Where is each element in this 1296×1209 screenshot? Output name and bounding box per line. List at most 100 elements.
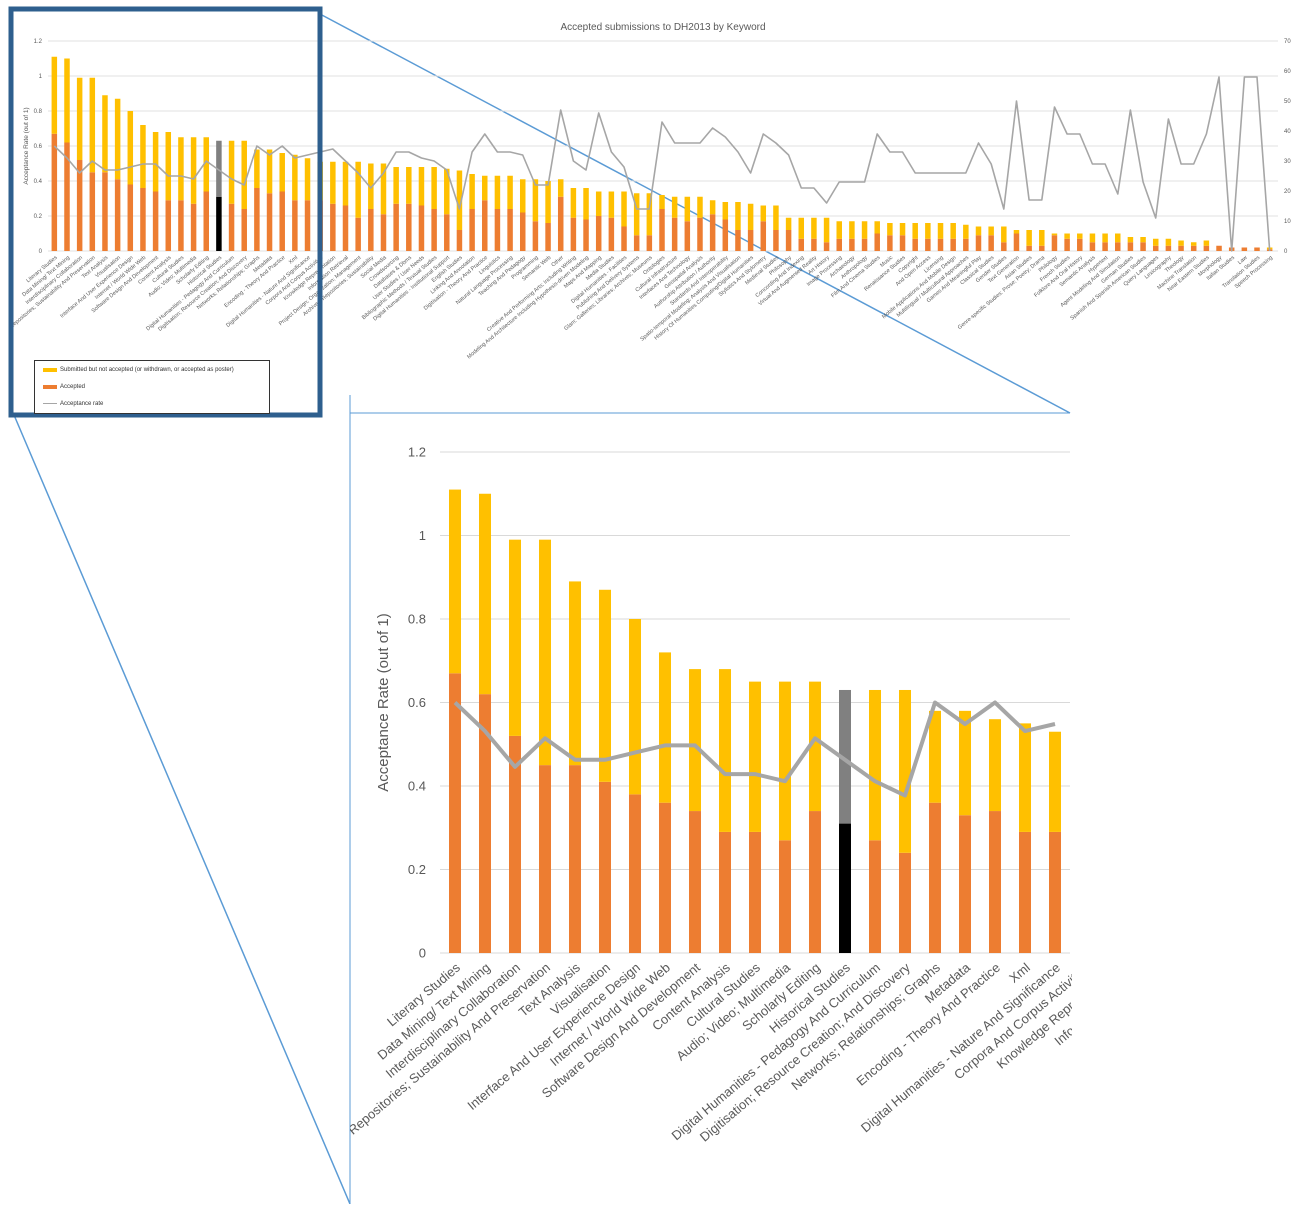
y-tick-label: 1	[419, 528, 426, 543]
bar-accepted-renaissance-studies	[899, 235, 906, 251]
bar-accepted-internet-world-wide-web	[659, 802, 671, 953]
y-tick-label: 0	[39, 249, 43, 255]
bar-submitted-digital-humanities-nature-and-significance	[304, 158, 311, 201]
bar-accepted-semantic-analysis	[1089, 242, 1096, 251]
bar-submitted-modeling-and-architecture-including-hypothesis-driven-modeling	[583, 188, 589, 220]
bar-accepted-repositories-sustainability-and-preservation	[539, 765, 551, 953]
bar-accepted-other	[557, 196, 564, 251]
bar-accepted-networks-relationships-graphs	[254, 188, 260, 251]
bar-accepted-natural-language-processing	[507, 209, 513, 251]
bar-accepted-repositories-sustainability-and-preservation	[89, 172, 96, 251]
bar-accepted-scholarly-editing	[809, 811, 821, 953]
y-axis-title: Acceptance Rate (out of 1)	[23, 107, 30, 184]
bar-submitted-cultural-studies	[749, 681, 761, 832]
bar-accepted-morphology	[1216, 245, 1222, 251]
bar-accepted-games-and-meaningful-play	[975, 235, 982, 251]
bar-submitted-other	[557, 179, 564, 197]
bar-submitted-linking-and-annotation	[469, 174, 475, 209]
bar-accepted-social-media	[380, 214, 387, 251]
legend-item-accepted: Accepted	[35, 378, 269, 395]
bar-accepted-media-studies	[608, 217, 615, 251]
bar-submitted-natural-language-processing	[507, 175, 513, 209]
bar-submitted-repositories-sustainability-and-preservation	[89, 77, 96, 173]
bar-accepted-encoding-theory-and-practice	[989, 811, 1001, 953]
y2-tick-label: 50	[1284, 99, 1291, 105]
legend-item-rate: Acceptance rate	[35, 395, 269, 412]
bar-accepted-digital-humanities-nature-and-significance	[304, 200, 311, 251]
bar-accepted-content-analysis	[719, 831, 731, 953]
bar-accepted-digitisation-resource-creation-and-discovery	[241, 209, 247, 251]
bar-accepted-interfaces-and-technology	[684, 221, 691, 251]
legend-swatch-submitted	[43, 367, 57, 372]
bar-accepted-text-analysis	[569, 765, 581, 953]
bar-accepted-virtual-and-augmented-reality	[811, 238, 817, 251]
bar-submitted-philosophy	[785, 217, 792, 230]
bar-accepted-lexicography	[1165, 245, 1172, 251]
bar-accepted-query-languages	[1152, 245, 1159, 251]
bar-accepted-near-eastern-studies	[1203, 245, 1210, 251]
bar-submitted-mobile-applications-and-mobile-design	[950, 223, 956, 239]
bar-submitted-archives-repositories-sustainability	[368, 163, 374, 209]
y2-tick-label: 60	[1284, 69, 1291, 75]
bar-accepted-gender-studies	[1001, 242, 1007, 251]
y-tick-label: 1.2	[34, 39, 43, 45]
bar-submitted-repositories-sustainability-and-preservation	[539, 539, 551, 766]
bar-accepted-literary-studies	[449, 673, 461, 953]
bar-submitted-interdisciplinary-collaboration	[76, 77, 83, 160]
bar-submitted-crowdsourcing	[393, 167, 399, 204]
bar-submitted-spatio-temporal-modeling-analysis-and-visualisation	[735, 202, 741, 230]
bar-submitted-anthropology	[861, 221, 868, 239]
bar-submitted-query-languages	[1152, 238, 1159, 246]
bar-accepted-ontologies	[659, 209, 665, 251]
bar-accepted-information-retrieval	[342, 205, 349, 251]
overview-chart: 0 0.2 0.4 0.6 0.8 1 1.2 0 10 20 30 40 50 60 70 Acceptan…	[9, 39, 1291, 360]
bar-submitted-text-analysis	[569, 581, 581, 766]
bar-submitted-stylistics-and-stylometry	[760, 205, 767, 222]
bar-accepted-user-studies-user-needs	[418, 205, 425, 251]
y2-tick-label: 20	[1284, 189, 1291, 195]
bar-submitted-film-and-cinema-studies	[874, 221, 880, 234]
bar-accepted-audio-video-multimedia	[190, 203, 197, 251]
bar-submitted-and-open-access	[925, 223, 931, 239]
bar-submitted-virtual-and-augmented-reality	[811, 217, 817, 239]
bar-submitted-digitisation-resource-creation-and-discovery	[241, 140, 247, 209]
bar-submitted-lexicography	[1165, 238, 1172, 246]
bar-submitted-renaissance-studies	[899, 223, 906, 236]
bar-submitted-knowledge-representation	[330, 161, 336, 204]
bar-submitted-copyright	[912, 223, 918, 239]
bar-accepted-archives-repositories-sustainability	[368, 209, 374, 251]
bar-submitted-text-generation	[1013, 230, 1020, 234]
bar-accepted-copyright	[912, 238, 918, 251]
bar-accepted-genre-specific-studies-prose-poetry-drama	[1039, 245, 1045, 251]
bar-submitted-interface-and-user-experience-design	[127, 111, 134, 185]
bar-accepted-law	[1241, 247, 1248, 251]
bar-submitted-data-mining-text-mining	[64, 58, 70, 143]
bar-submitted-media-studies	[608, 191, 615, 218]
y2-tick-label: 10	[1284, 219, 1291, 225]
y-tick-label: 0.4	[34, 179, 43, 185]
bar-accepted-interface-and-user-experience-design	[127, 184, 134, 251]
bar-accepted-philosophy	[785, 230, 792, 251]
bar-accepted-cultural-infrastructure	[671, 217, 678, 251]
bar-submitted-visualisation	[599, 589, 611, 782]
bar-submitted-networks-relationships-graphs	[254, 149, 260, 188]
y2-tick-label: 70	[1284, 39, 1291, 45]
bar-submitted-networks-relationships-graphs	[929, 710, 941, 803]
bar-submitted-social-media	[380, 163, 387, 215]
bar-submitted-audio-video-multimedia	[779, 681, 791, 841]
bar-submitted-archaeology	[849, 221, 855, 239]
bar-accepted-programming	[532, 221, 539, 251]
bar-accepted-asian-studies	[1026, 245, 1032, 251]
bar-submitted-folklore-and-oral-history	[1077, 233, 1083, 239]
bar-accepted-visualisation	[599, 781, 611, 953]
bar-submitted-project-design-organization-management	[355, 161, 361, 218]
bar-submitted-interfaces-and-technology	[684, 196, 691, 222]
y-axis-title: Acceptance Rate (out of 1)	[375, 613, 392, 791]
bar-submitted-geospatial-analysis	[697, 196, 703, 218]
bar-submitted-metadata	[959, 710, 971, 816]
bar-submitted-digital-humanities-institutional-support	[444, 168, 450, 215]
bar-accepted-project-design-organization-management	[355, 217, 361, 251]
bar-accepted-medieval-studies	[773, 230, 779, 251]
